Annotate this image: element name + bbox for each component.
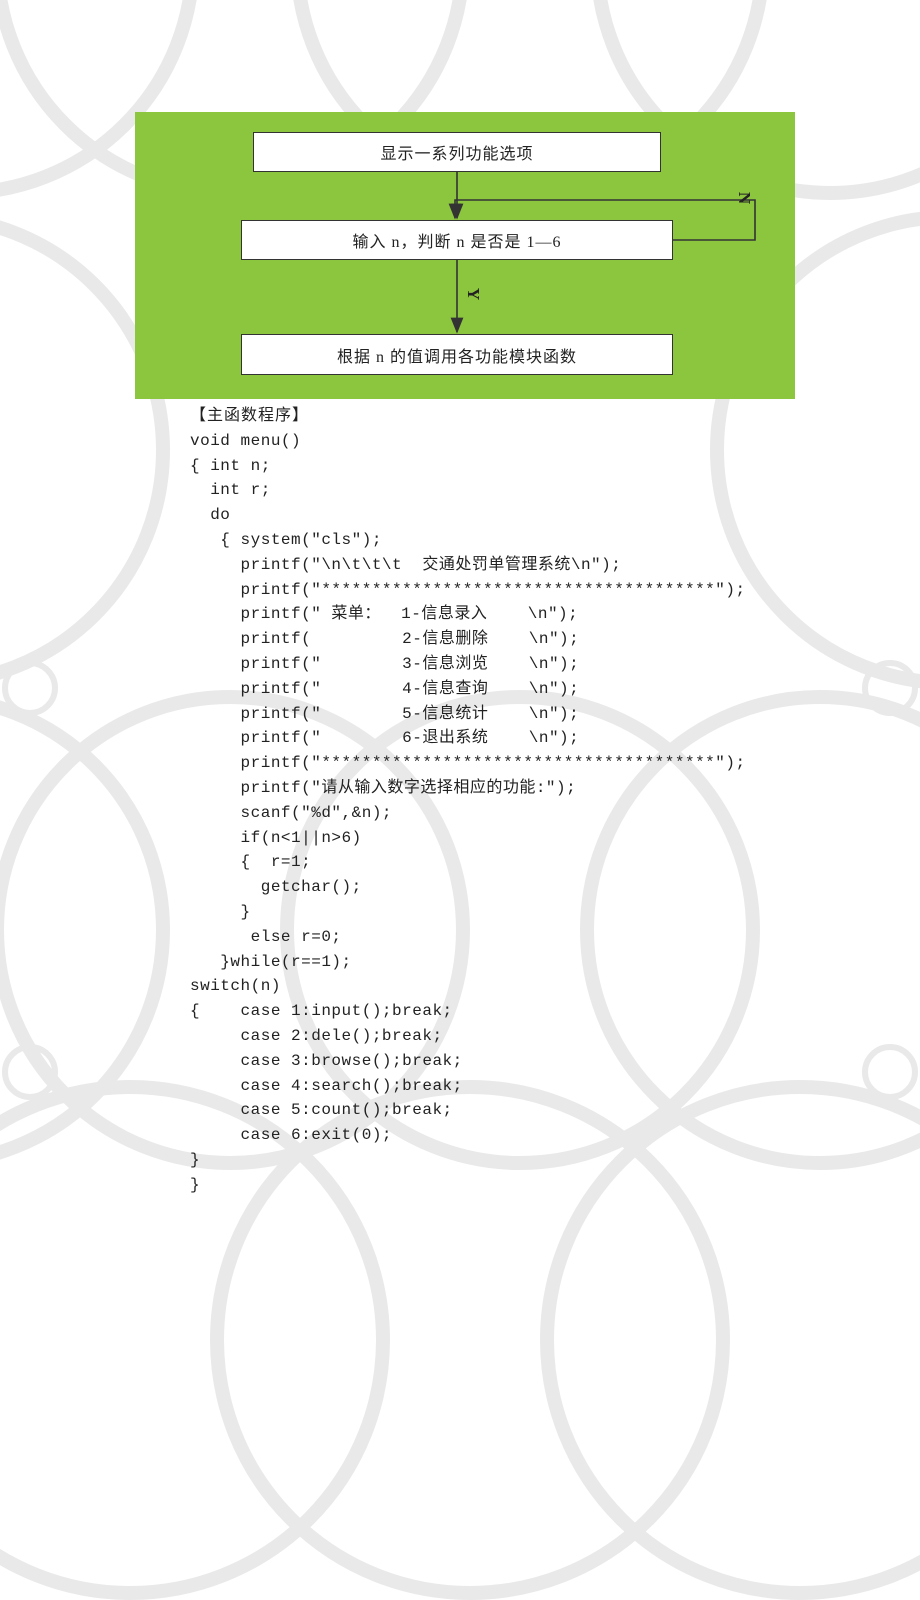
code-line: printf(" 3-信息浏览 \n"); [190,655,579,673]
code-line: } [190,1176,200,1194]
code-line: case 3:browse();break; [190,1052,463,1070]
code-line: { int n; [190,457,271,475]
code-line: } [190,1151,200,1169]
code-line: do [190,506,230,524]
code-line: }while(r==1); [190,953,352,971]
code-line: case 4:search();break; [190,1077,463,1095]
code-line: printf("********************************… [190,754,746,772]
flow-label-n: N [734,192,754,204]
code-line: printf(" 6-退出系统 \n"); [190,729,579,747]
flow-label-y: Y [463,288,483,300]
code-line: case 6:exit(0); [190,1126,392,1144]
code-line: void menu() [190,432,301,450]
code-line: { case 1:input();break; [190,1002,453,1020]
code-line: printf("请从输入数字选择相应的功能:"); [190,779,576,797]
code-line: else r=0; [190,928,342,946]
code-line: printf("\n\t\t\t 交通处罚单管理系统\n"); [190,556,621,574]
code-line: printf( 2-信息删除 \n"); [190,630,579,648]
code-line: scanf("%d",&n); [190,804,392,822]
code-line: case 2:dele();break; [190,1027,443,1045]
section-title: 【主函数程序】 [190,407,309,424]
code-line: if(n<1||n>6) [190,829,362,847]
code-line: printf("********************************… [190,581,746,599]
code-line: printf(" 菜单： 1-信息录入 \n"); [190,605,578,623]
flowchart-panel: 显示一系列功能选项 输入 n，判断 n 是否是 1—6 根据 n 的值调用各功能… [135,112,795,399]
code-line: switch(n) [190,977,281,995]
code-line: case 5:count();break; [190,1101,453,1119]
code-line: { system("cls"); [190,531,382,549]
flowchart-arrows [135,112,795,399]
code-line: { r=1; [190,853,311,871]
code-block: 【主函数程序】 void menu() { int n; int r; do {… [190,404,746,1198]
code-line: } [190,903,251,921]
code-line: printf(" 5-信息统计 \n"); [190,705,579,723]
code-line: getchar(); [190,878,362,896]
code-line: int r; [190,481,271,499]
code-line: printf(" 4-信息查询 \n"); [190,680,579,698]
